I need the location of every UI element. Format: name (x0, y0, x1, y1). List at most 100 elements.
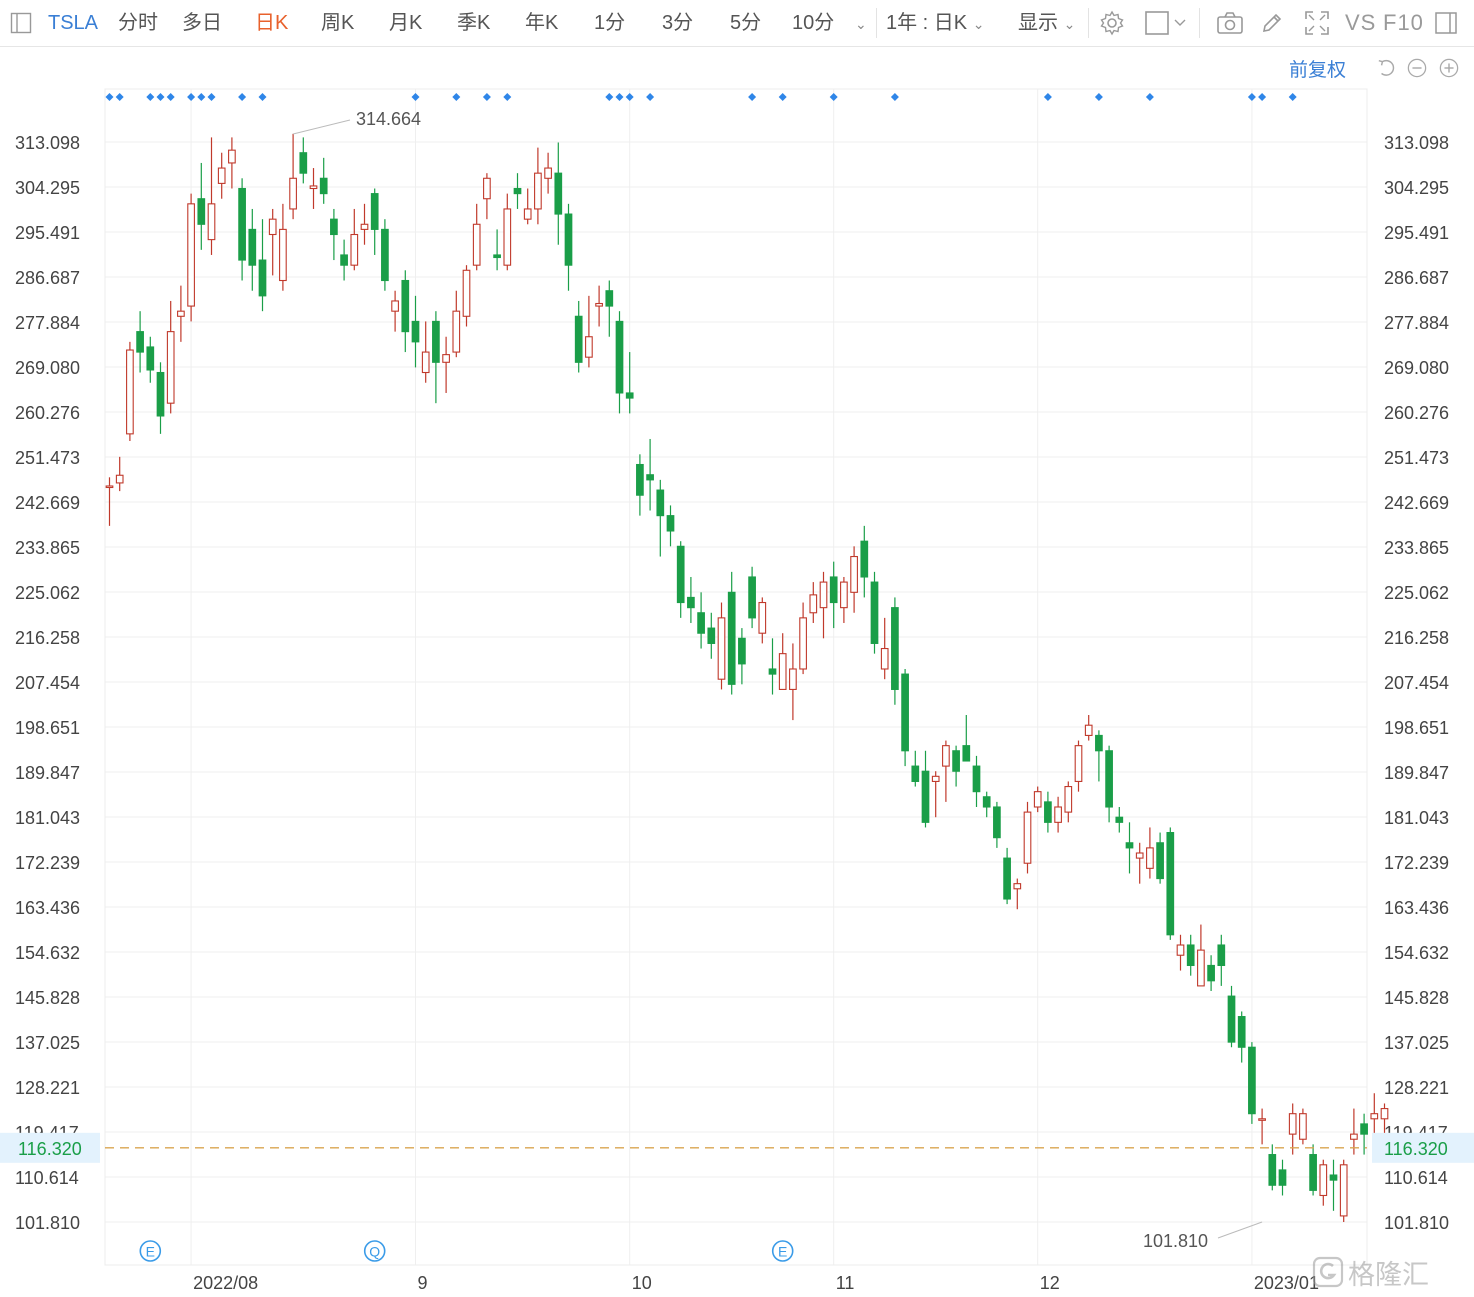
candle-body (809, 594, 818, 614)
dividend-markers (105, 93, 1297, 101)
undo-icon[interactable] (1377, 58, 1397, 78)
tab-weekly-k[interactable]: 周K (321, 12, 355, 34)
dividend-marker (605, 93, 614, 101)
candle (177, 285, 185, 342)
panel-toggle-icon[interactable] (8, 0, 34, 46)
candle (676, 541, 685, 618)
y-tick-label-right: 189.847 (1384, 763, 1449, 783)
candle (1227, 985, 1236, 1048)
pencil-draw-icon[interactable] (1258, 0, 1286, 46)
y-tick-label-right: 163.436 (1384, 898, 1449, 918)
tab-yearly-k[interactable]: 年K (525, 12, 559, 34)
event-marker-circle (139, 1240, 162, 1262)
zoom-in-icon[interactable] (1439, 58, 1459, 78)
range-select-value: 1年 : 日K (886, 12, 968, 34)
candle (1146, 827, 1154, 879)
candle (1033, 786, 1042, 813)
candle (870, 571, 879, 654)
candle-body (1125, 842, 1134, 849)
candle (268, 208, 277, 276)
dividend-marker (646, 93, 655, 101)
candle (228, 137, 236, 189)
y-tick-label-left: 216.258 (15, 628, 80, 648)
candle-body (1380, 1108, 1389, 1120)
candle (727, 571, 736, 695)
candlestick-chart[interactable]: 313.098 304.295 295.491 286.687 277.884 269.0… (0, 47, 1474, 1297)
price-adjust-button[interactable]: 前复权 (1289, 60, 1347, 81)
indicator-square-icon[interactable] (1143, 0, 1189, 46)
range-select[interactable]: 1年 : 日K ⌄ (886, 0, 984, 46)
dividend-marker (156, 93, 165, 101)
candle (768, 638, 777, 695)
chart-annotations: 116.320 116.320 314.664 101.810 E Q E (0, 109, 1474, 1262)
tab-multi-day[interactable]: 多日 (182, 12, 222, 34)
camera-icon[interactable] (1214, 0, 1246, 46)
event-marker-icon[interactable]: E (771, 1240, 794, 1262)
y-tick-label-right: 251.473 (1384, 448, 1449, 468)
tab-3min[interactable]: 3分 (662, 12, 694, 34)
dividend-marker (625, 93, 634, 101)
event-marker-icon[interactable]: Q (363, 1240, 386, 1262)
candle-body (207, 203, 216, 241)
candle-body (942, 745, 950, 767)
compare-vs-button[interactable]: VS (1345, 10, 1377, 35)
candle-body (574, 315, 583, 363)
y-tick-label-right: 269.080 (1384, 358, 1449, 378)
dividend-marker (829, 93, 838, 101)
event-marker-icon[interactable]: E (139, 1240, 162, 1262)
candle-body (891, 607, 899, 690)
candle (1309, 1144, 1317, 1196)
divider (876, 8, 877, 38)
tab-5min[interactable]: 5分 (730, 12, 762, 34)
tab-daily-k[interactable]: 日K (255, 12, 289, 34)
zoom-out-icon[interactable] (1407, 58, 1427, 78)
dividend-marker (890, 93, 899, 101)
candle (829, 561, 838, 629)
candle-body (391, 300, 399, 312)
tab-quarterly-k[interactable]: 季K (457, 12, 491, 34)
chevron-down-icon: ⌄ (1063, 16, 1076, 32)
candle (1074, 740, 1083, 792)
fullscreen-icon[interactable] (1302, 0, 1332, 46)
candle (503, 193, 512, 271)
tab-10min[interactable]: 10分 (792, 12, 835, 34)
candle (809, 582, 818, 623)
candle (483, 173, 491, 220)
candle (350, 208, 359, 271)
tab-minute[interactable]: 分时 (118, 12, 158, 34)
candle (452, 290, 461, 358)
y-tick-label-right: 313.098 (1384, 133, 1449, 153)
y-tick-label-left: 207.454 (15, 673, 80, 693)
candle-body (993, 806, 1001, 839)
layout-icon[interactable] (1432, 0, 1460, 46)
symbol-label[interactable]: TSLA (48, 12, 99, 34)
candle (391, 290, 399, 332)
tab-1min[interactable]: 1分 (594, 12, 626, 34)
candle-body (340, 254, 348, 266)
watermark-text: 格隆汇 (1348, 1259, 1429, 1291)
candle (748, 566, 756, 629)
candle-body (1074, 745, 1083, 782)
candle (493, 229, 501, 271)
candle (401, 270, 410, 353)
candle-body (697, 612, 705, 634)
candle (931, 771, 940, 818)
dividend-marker (166, 93, 175, 101)
more-periods-chevron-icon[interactable]: ⌄ (855, 16, 867, 32)
y-tick-label-left: 172.239 (15, 853, 80, 873)
y-tick-label-left: 251.473 (15, 448, 80, 468)
candle-body (370, 193, 379, 230)
tab-monthly-k[interactable]: 月K (389, 12, 423, 34)
candle-body (829, 576, 838, 604)
settings-gear-icon[interactable] (1097, 0, 1127, 46)
candle-body (768, 668, 777, 675)
candle-body (330, 218, 338, 236)
display-select[interactable]: 显示 ⌄ (1018, 0, 1075, 46)
min-price-label: 101.810 (1143, 1231, 1208, 1251)
candle (574, 300, 583, 373)
candle-body (401, 279, 410, 333)
candle-body (1115, 816, 1124, 823)
display-select-label: 显示 (1018, 12, 1058, 34)
candle-body (962, 745, 971, 762)
f10-button[interactable]: F10 (1383, 10, 1424, 35)
